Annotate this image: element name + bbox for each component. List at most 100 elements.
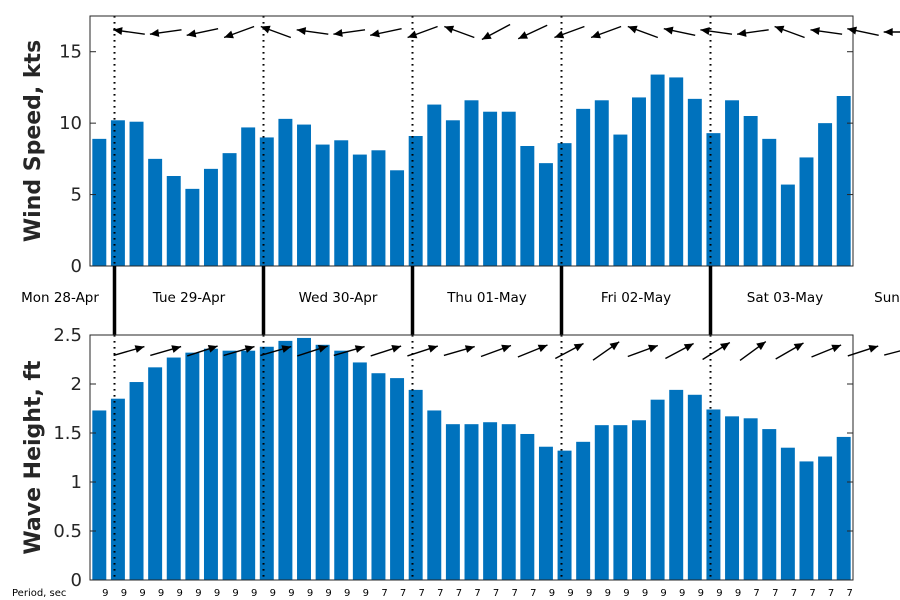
wave-bar: [259, 346, 274, 580]
wave-direction-arrow: [480, 344, 512, 358]
period-value: 7: [493, 588, 499, 599]
wind-direction-arrow: [737, 29, 769, 37]
wind-bar: [464, 100, 479, 266]
wind-bar: [538, 163, 553, 266]
wave-bar: [538, 446, 553, 580]
wave-height-panel: 0 0.5 1 1.5 2 2.5 Wave Height, ft: [21, 325, 900, 591]
period-value: 7: [512, 588, 518, 599]
wave-bar: [836, 436, 851, 580]
wave-bar: [687, 394, 702, 580]
wave-bar: [780, 447, 795, 580]
day-label: Wed 30-Apr: [299, 290, 378, 306]
period-value: 9: [549, 588, 555, 599]
period-value: 9: [307, 588, 313, 599]
wind-bar: [632, 97, 646, 267]
arrow-head: [648, 344, 658, 353]
arrow-head: [481, 31, 492, 40]
wave-direction-arrow: [739, 341, 767, 361]
arrow-head: [407, 30, 418, 39]
arrow-head: [281, 345, 292, 353]
arrow-shaft: [884, 350, 900, 356]
arrow-head: [149, 29, 160, 37]
wave-bar: [483, 422, 498, 580]
wave-direction-arrow: [113, 345, 145, 357]
wind-bar: [576, 108, 591, 266]
wave-direction-arrow: [702, 341, 731, 361]
period-value: 7: [809, 588, 815, 599]
period-value: 7: [753, 588, 759, 599]
arrow-head: [207, 345, 218, 353]
wave-bar: [148, 367, 163, 580]
wave-bar: [762, 429, 777, 580]
arrow-head: [609, 341, 620, 351]
wave-bar: [185, 352, 200, 580]
wave-bar: [166, 357, 181, 580]
wind-bar: [501, 111, 516, 267]
wind-direction-arrow: [260, 25, 292, 39]
wind-bar: [557, 143, 572, 266]
wind-bar: [687, 98, 702, 266]
wind-bar: [613, 134, 628, 266]
wave-bar: [427, 410, 442, 580]
period-value: 7: [381, 588, 387, 599]
wind-direction-arrow: [333, 29, 366, 37]
wind-bar: [297, 124, 311, 266]
period-value: 9: [679, 588, 685, 599]
arrow-head: [391, 345, 402, 353]
period-value: 9: [251, 588, 257, 599]
arrow-head: [518, 31, 528, 39]
y-tick-label: 10: [59, 113, 82, 134]
arrow-head: [720, 342, 730, 351]
wave-bar: [725, 416, 740, 580]
period-label: Period, sec: [12, 588, 66, 599]
wind-bar: [371, 150, 386, 266]
day-label: Fri 02-May: [601, 290, 671, 306]
wind-bar: [818, 123, 833, 266]
period-value: 9: [586, 588, 592, 599]
wave-direction-arrow: [186, 345, 218, 357]
y-tick-label: 0.5: [53, 521, 82, 542]
wave-direction-arrow: [260, 345, 292, 357]
day-label: Tue 29-Apr: [152, 290, 226, 306]
wave-bar: [613, 425, 628, 580]
arrow-head: [113, 27, 123, 35]
wind-axis-label: Wind Speed, kts: [21, 40, 46, 242]
period-value: 7: [419, 588, 425, 599]
wind-bar: [725, 100, 740, 266]
wind-bar: [110, 120, 125, 266]
arrow-head: [296, 27, 307, 35]
day-label: Sun: [874, 290, 900, 306]
wind-direction-arrow: [517, 24, 548, 40]
wind-bar: [594, 100, 609, 266]
wave-direction-arrow: [554, 342, 584, 360]
wave-bar: [464, 424, 479, 580]
wind-direction-arrow: [444, 25, 475, 39]
wave-bar: [706, 409, 721, 580]
wind-bar: [650, 74, 665, 266]
y-tick-label: 5: [71, 185, 82, 206]
arrow-head: [793, 343, 804, 351]
arrow-head: [627, 25, 638, 34]
wind-speed-panel: 0 5 10 15 Wind Speed, kts: [21, 15, 900, 277]
wind-bar: [166, 176, 181, 266]
arrow-head: [700, 27, 710, 35]
arrow-head: [737, 29, 747, 37]
y-tick-label: 1: [71, 472, 82, 493]
wave-bar: [650, 399, 665, 580]
wave-bar: [799, 461, 814, 580]
wind-bar: [780, 184, 795, 266]
y-tick-label: 0: [71, 256, 82, 277]
day-label: Thu 01-May: [446, 290, 527, 306]
arrow-head: [810, 27, 820, 35]
period-value: 9: [195, 588, 201, 599]
arrow-head: [554, 30, 565, 39]
period-row: Period, sec 9 9 9 9 9 9 9 9 9 9 9 9 9 9 9 7 7 7 7 7 7 7 7 7 9 9 9 9 9…: [12, 588, 853, 599]
period-value: 9: [716, 588, 722, 599]
wave-direction-arrow: [150, 345, 182, 357]
period-value: 9: [102, 588, 108, 599]
period-value: 9: [660, 588, 666, 599]
wind-bar: [799, 157, 814, 266]
day-label: Sat 03-May: [747, 290, 823, 306]
arrow-head: [683, 343, 694, 352]
wind-direction-arrow: [810, 27, 843, 35]
